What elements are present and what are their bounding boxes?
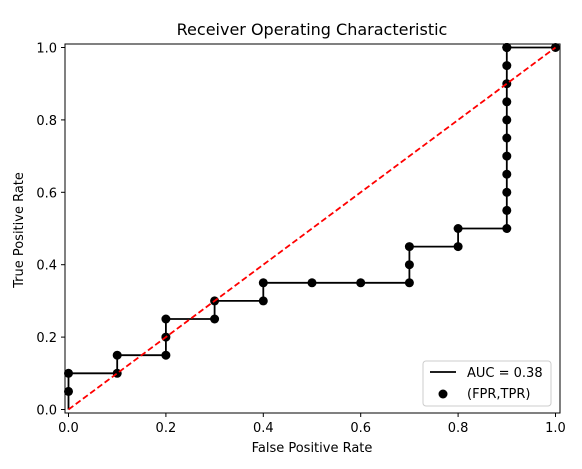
roc-point — [161, 314, 171, 324]
x-tick-label: 0.8 — [448, 421, 469, 436]
y-axis-label: True Positive Rate — [12, 172, 27, 289]
roc-point — [64, 386, 73, 396]
roc-point — [404, 260, 414, 270]
legend: AUC = 0.38 (FPR,TPR) — [422, 360, 552, 407]
roc-point — [112, 350, 122, 360]
roc-point — [210, 314, 220, 324]
roc-point — [307, 278, 317, 288]
x-tick-label: 0.4 — [253, 421, 274, 436]
roc-point — [502, 43, 512, 52]
roc-point — [404, 278, 414, 288]
y-tick-label: 0.2 — [36, 331, 57, 346]
legend-entry-points: (FPR,TPR) — [467, 387, 530, 402]
roc-point — [404, 242, 414, 252]
legend-entry-auc: AUC = 0.38 — [467, 366, 543, 381]
roc-point — [502, 169, 512, 179]
x-tick-label: 0.6 — [350, 421, 371, 436]
roc-point — [258, 296, 268, 306]
y-tick-label: 1.0 — [36, 42, 57, 57]
axis-ticks: 0.0 0.2 0.4 0.6 0.8 1.0 0.0 0.2 0.4 0.6 0.8 1.0 — [36, 42, 566, 437]
x-tick-label: 0.2 — [156, 421, 177, 436]
roc-point — [502, 224, 512, 233]
y-tick-label: 0.6 — [36, 186, 57, 201]
roc-point — [356, 278, 366, 288]
y-tick-label: 0.0 — [36, 404, 57, 419]
roc-point — [453, 242, 463, 252]
roc-point — [258, 278, 268, 288]
roc-point — [64, 368, 73, 378]
roc-point — [502, 61, 512, 71]
axes-frame — [64, 43, 561, 414]
roc-point — [502, 133, 512, 143]
x-tick-label: 0.0 — [58, 421, 79, 436]
roc-point — [502, 205, 512, 215]
x-tick-label: 1.0 — [545, 421, 566, 436]
chance-diagonal-line — [67, 46, 557, 411]
y-tick-label: 0.4 — [36, 259, 57, 274]
roc-point — [502, 151, 512, 161]
y-tick-label: 0.8 — [36, 114, 57, 129]
plot-area — [64, 43, 561, 414]
roc-point — [502, 187, 512, 197]
roc-point — [453, 224, 463, 233]
roc-point — [161, 350, 171, 360]
x-axis-label: False Positive Rate — [252, 441, 373, 456]
roc-point — [502, 97, 512, 107]
legend-marker-swatch — [438, 389, 448, 399]
chart-title: Receiver Operating Characteristic — [177, 20, 448, 39]
roc-point — [502, 115, 512, 125]
